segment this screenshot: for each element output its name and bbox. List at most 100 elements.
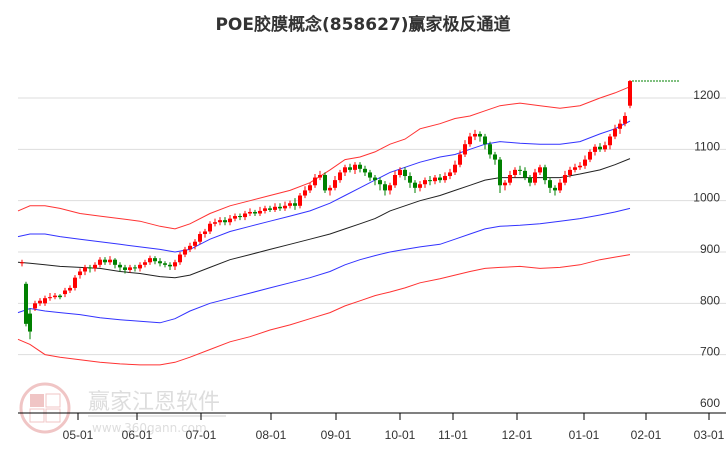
candle-body — [513, 169, 517, 175]
candle-body — [223, 220, 227, 223]
candlesticks — [20, 80, 680, 340]
candle-body — [48, 297, 52, 299]
candle-body — [103, 259, 107, 263]
candle-body — [468, 136, 472, 145]
candle-body — [573, 167, 577, 170]
seal-cell — [45, 408, 61, 423]
candle-body — [58, 295, 62, 298]
candle-body — [168, 264, 172, 267]
candle-body — [448, 172, 452, 177]
candle-body — [583, 159, 587, 166]
candle-body — [618, 123, 622, 129]
candle-body — [593, 146, 597, 152]
candle-body — [93, 264, 97, 269]
candle-body — [523, 170, 527, 178]
seal-cell — [30, 394, 44, 407]
candle-body — [628, 81, 632, 106]
candle-body — [348, 167, 352, 170]
seal-cell — [29, 408, 45, 423]
upper-inner-line — [17, 120, 631, 253]
candle-body — [313, 177, 317, 186]
x-tick-label: 05-01 — [63, 428, 94, 442]
candle-body — [363, 168, 367, 173]
candle-body — [508, 174, 512, 183]
y-tick-label: 600 — [700, 396, 720, 410]
lower-inner-line — [17, 207, 631, 324]
candle-body — [558, 182, 562, 191]
y-tick-label: 1200 — [693, 88, 720, 102]
x-tick-label: 10-01 — [385, 428, 416, 442]
watermark: 赢家江恩软件 www.360gann.com — [19, 382, 226, 435]
candle-body — [148, 258, 152, 263]
y-tick-label: 1000 — [693, 191, 720, 205]
y-tick-label: 800 — [700, 293, 720, 307]
candle-body — [368, 172, 372, 178]
candle-body — [333, 180, 337, 188]
candle-body — [283, 205, 287, 209]
y-tick-label: 700 — [700, 345, 720, 359]
channel-lines — [17, 86, 631, 366]
candle-body — [193, 241, 197, 246]
candle-body — [188, 245, 192, 250]
candle-body — [463, 144, 467, 155]
candle-body — [518, 169, 522, 171]
candle-body — [608, 136, 612, 146]
candle-body — [228, 218, 232, 223]
candle-body — [128, 267, 132, 270]
candle-body — [73, 277, 77, 288]
candle-body — [378, 180, 382, 185]
candle-body — [43, 298, 47, 304]
candle-body — [428, 180, 432, 182]
candle-body — [423, 180, 427, 185]
candle-body — [358, 164, 362, 169]
candle-body — [233, 216, 237, 219]
candle-body — [353, 164, 357, 170]
candle-body — [278, 206, 282, 209]
candle-body — [563, 174, 567, 183]
candle-body — [113, 259, 117, 265]
candle-body — [413, 182, 417, 188]
candle-body — [568, 169, 572, 175]
candle-body — [38, 300, 42, 304]
candle-body — [498, 159, 502, 186]
lower-outer-line — [17, 254, 631, 366]
candle-body — [273, 206, 277, 210]
candle-body — [213, 222, 217, 224]
candle-body — [343, 167, 347, 173]
candle-body — [318, 174, 322, 178]
candle-body — [78, 271, 82, 276]
candle-body — [328, 187, 332, 191]
candle-body — [323, 174, 327, 191]
candle-body — [138, 264, 142, 269]
candle-body — [163, 263, 167, 265]
candle-body — [493, 154, 497, 160]
candle-body — [258, 210, 262, 214]
candle-body — [403, 169, 407, 177]
y-tick-label: 1100 — [694, 139, 720, 153]
y-tick-label: 900 — [700, 242, 720, 256]
candle-body — [453, 164, 457, 173]
candle-body — [253, 211, 257, 214]
candle-body — [53, 295, 57, 298]
grid — [18, 97, 726, 356]
candle-body — [458, 154, 462, 165]
candle-body — [478, 133, 482, 137]
x-tick-label: 01-01 — [569, 428, 600, 442]
x-tick-label: 02-01 — [631, 428, 662, 442]
candle-body — [483, 136, 487, 145]
candle-body — [373, 177, 377, 181]
candle-body — [248, 211, 252, 214]
candle-body — [68, 287, 72, 291]
watermark-url: www.360gann.com — [92, 421, 207, 435]
x-tick-label: 03-01 — [694, 428, 725, 442]
x-tick-label: 11-01 — [438, 428, 468, 442]
middle-line — [17, 158, 631, 279]
candle-body — [24, 283, 28, 324]
candle-body — [203, 231, 207, 235]
candle-body — [303, 190, 307, 196]
candle-body — [418, 184, 422, 188]
x-tick-label: 08-01 — [256, 428, 287, 442]
candle-body — [268, 208, 272, 210]
candle-body — [153, 258, 157, 262]
candle-body — [98, 259, 102, 265]
